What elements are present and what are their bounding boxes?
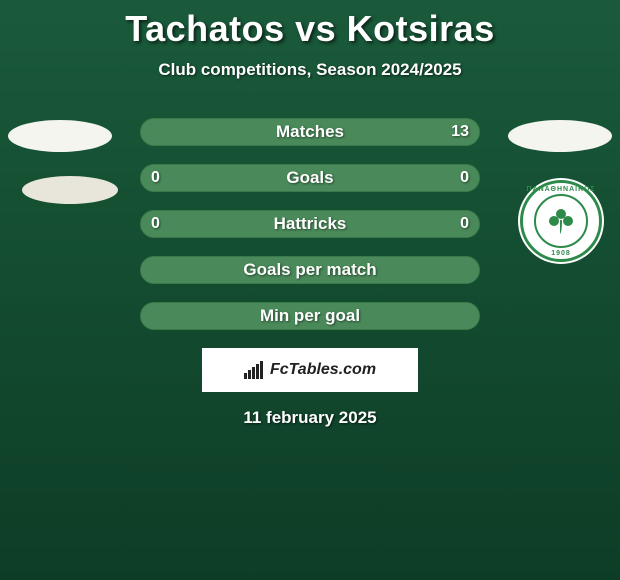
shamrock-icon	[546, 206, 576, 236]
bars-icon	[244, 361, 266, 379]
stat-right-value: 0	[460, 169, 469, 187]
club-badge-outer: ΠΑΝΑΘΗΝΑΪΚΟΣ 1908	[518, 178, 604, 264]
stat-left-value: 0	[151, 215, 160, 233]
stat-left-value: 0	[151, 169, 160, 187]
stat-row-goals-per-match: Goals per match	[140, 256, 480, 284]
page-title: Tachatos vs Kotsiras	[125, 8, 494, 50]
club-badge-panathinaikos: ΠΑΝΑΘΗΝΑΪΚΟΣ 1908	[518, 178, 604, 264]
stat-label: Matches	[276, 122, 344, 142]
stat-label: Hattricks	[274, 214, 347, 234]
stat-row-matches: Matches 13	[140, 118, 480, 146]
date-text: 11 february 2025	[243, 408, 376, 428]
player-left-avatar-placeholder-2	[22, 176, 118, 204]
club-badge-ring: ΠΑΝΑΘΗΝΑΪΚΟΣ 1908	[520, 180, 602, 262]
stat-row-min-per-goal: Min per goal	[140, 302, 480, 330]
stat-label: Min per goal	[260, 306, 360, 326]
stat-row-hattricks: 0 Hattricks 0	[140, 210, 480, 238]
player-left-avatar-placeholder-1	[8, 120, 112, 152]
stat-label: Goals	[286, 168, 333, 188]
club-badge-inner	[534, 194, 588, 248]
brand-box[interactable]: FcTables.com	[202, 348, 418, 392]
brand-text: FcTables.com	[270, 361, 376, 379]
stat-right-value: 0	[460, 215, 469, 233]
stat-row-goals: 0 Goals 0	[140, 164, 480, 192]
club-badge-year-text: 1908	[551, 250, 571, 257]
stat-right-value: 13	[451, 123, 469, 141]
page-subtitle: Club competitions, Season 2024/2025	[158, 60, 461, 80]
stat-label: Goals per match	[243, 260, 376, 280]
club-badge-top-text: ΠΑΝΑΘΗΝΑΪΚΟΣ	[527, 186, 596, 193]
player-right-avatar-placeholder	[508, 120, 612, 152]
